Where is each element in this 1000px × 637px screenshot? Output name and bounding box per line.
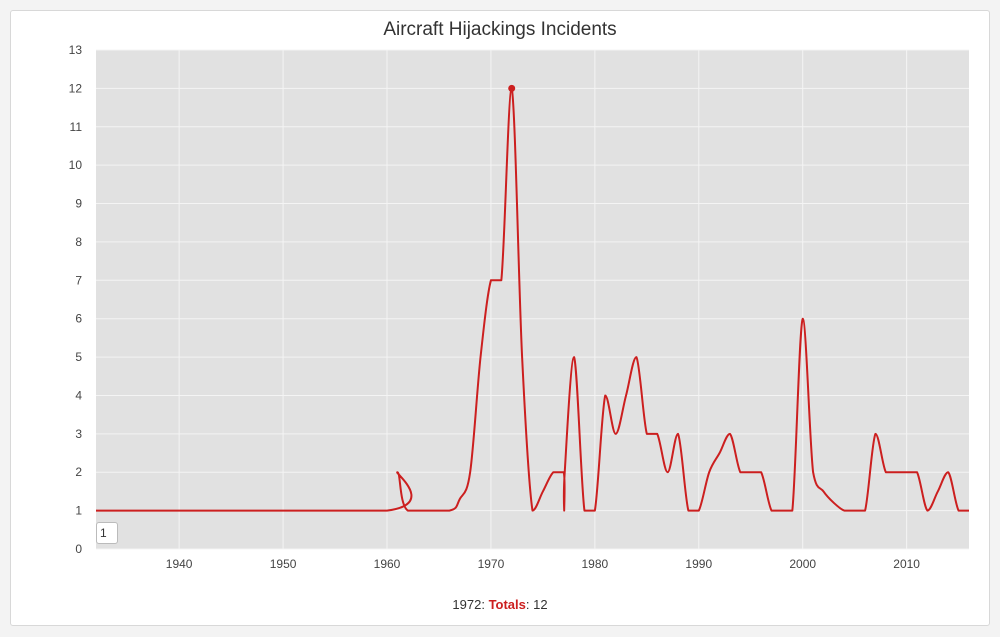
y-tick-label: 8 — [75, 235, 82, 249]
grid-lines — [96, 49, 969, 550]
plot-area — [96, 50, 969, 549]
x-tick-label: 1970 — [478, 557, 505, 571]
x-tick-label: 2000 — [789, 557, 816, 571]
readout-value: 12 — [533, 597, 548, 612]
x-tick-label: 1980 — [582, 557, 609, 571]
y-tick-label: 3 — [75, 427, 82, 441]
y-tick-label: 12 — [69, 81, 83, 95]
series-line-totals[interactable] — [96, 87, 969, 512]
y-tick-label: 2 — [75, 465, 82, 479]
tooltip-readout: 1972: Totals: 12 — [0, 597, 1000, 612]
chart-title: Aircraft Hijackings Incidents — [383, 19, 617, 40]
x-tick-label: 1940 — [166, 557, 193, 571]
x-tick-label: 1960 — [374, 557, 401, 571]
series-layer — [96, 84, 969, 512]
y-tick-label: 0 — [75, 542, 82, 556]
x-tick-label: 2010 — [893, 557, 920, 571]
y-tick-label: 6 — [75, 312, 82, 326]
range-selector-input[interactable]: 1 — [96, 522, 118, 544]
readout-value-separator: : — [525, 597, 530, 612]
readout-series-name: Totals — [488, 597, 526, 612]
y-tick-label: 1 — [75, 504, 82, 518]
y-tick-label: 7 — [75, 273, 82, 287]
readout-separator: : — [481, 597, 485, 612]
y-tick-label: 11 — [70, 120, 83, 134]
x-tick-label: 1950 — [270, 557, 297, 571]
highlight-point[interactable] — [508, 84, 516, 92]
x-tick-label: 1990 — [685, 557, 712, 571]
readout-year: 1972 — [452, 597, 482, 612]
y-tick-label: 10 — [69, 158, 83, 172]
y-tick-label: 4 — [75, 388, 82, 402]
y-tick-label: 9 — [75, 197, 82, 211]
y-tick-label: 13 — [69, 43, 83, 57]
y-tick-label: 5 — [75, 350, 82, 364]
